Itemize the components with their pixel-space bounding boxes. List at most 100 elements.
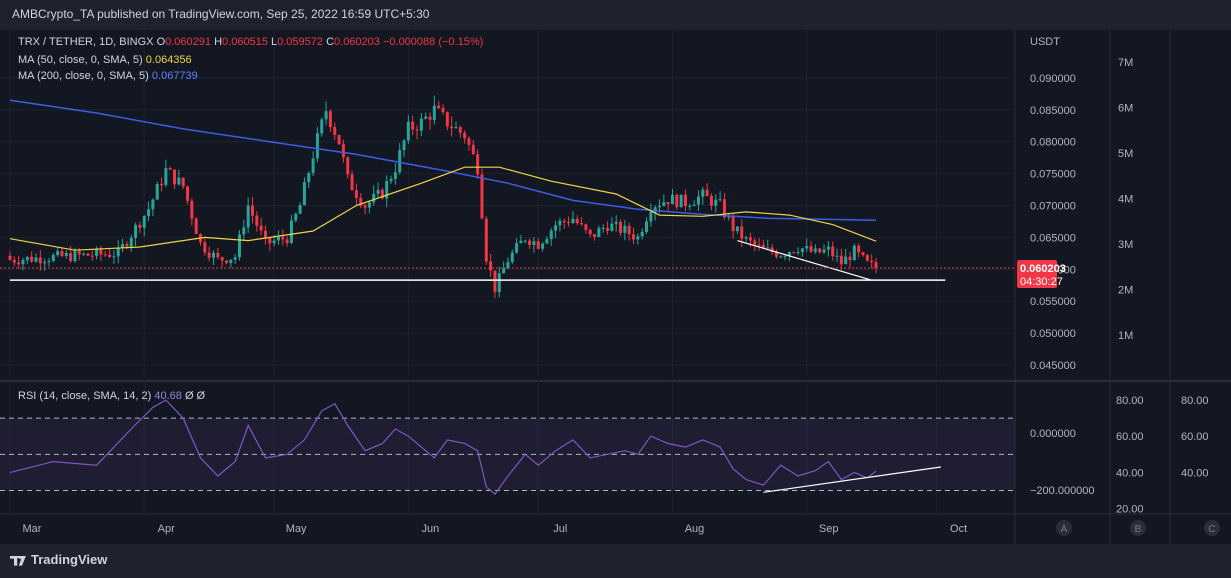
candle: [675, 193, 679, 210]
candle: [744, 235, 748, 242]
candle: [147, 201, 151, 221]
candle: [99, 245, 103, 262]
candle: [328, 109, 332, 133]
candle: [471, 139, 475, 156]
candle-body: [216, 252, 220, 258]
candle: [826, 240, 830, 257]
candle: [341, 139, 345, 163]
candle: [411, 115, 415, 136]
candle: [597, 225, 601, 238]
candle-body: [337, 134, 341, 145]
candle: [363, 203, 367, 215]
candle: [64, 250, 68, 259]
candle: [359, 192, 363, 209]
candle-body: [692, 204, 696, 206]
price-tick-label: 0.080000: [1030, 137, 1076, 149]
price-tick-label: 0.075000: [1030, 169, 1076, 181]
ma200-label: MA (200, close, 0, SMA, 5): [18, 70, 149, 82]
tradingview-brand: TradingView: [31, 552, 108, 567]
candle-body: [302, 182, 306, 206]
candle: [289, 214, 293, 245]
candle: [610, 217, 614, 232]
candle: [441, 104, 445, 115]
candle-body: [389, 178, 393, 182]
candle-body: [779, 256, 783, 258]
scale-button-c[interactable]: C: [1204, 520, 1220, 536]
ohlc-c-label: C: [326, 36, 335, 48]
candle-body: [783, 255, 787, 257]
candle-body: [627, 225, 631, 235]
candle: [571, 211, 575, 224]
ma50-legend: MA (50, close, 0, SMA, 5) 0.064356: [18, 54, 192, 66]
candle: [761, 239, 765, 249]
candle: [38, 250, 42, 271]
candle-body: [519, 240, 523, 244]
candle: [458, 125, 462, 138]
publisher-line: AMBCrypto_TA published on TradingView.co…: [12, 7, 430, 21]
candle: [389, 175, 393, 185]
candle-body: [138, 224, 142, 228]
candle-body: [679, 194, 683, 208]
candle-body: [601, 227, 605, 229]
candle-body: [380, 189, 384, 199]
candle-body: [346, 157, 350, 175]
candle: [337, 134, 341, 145]
scale-button-a[interactable]: A: [1056, 520, 1072, 536]
candle: [160, 177, 164, 192]
candle: [103, 250, 107, 257]
candle: [116, 240, 120, 264]
candle-body: [203, 242, 207, 253]
candle-body: [246, 205, 250, 228]
candle-body: [792, 252, 796, 254]
candle-body: [800, 248, 804, 252]
candle-body: [359, 197, 363, 206]
candle: [696, 190, 700, 211]
candle: [484, 215, 488, 265]
candle: [255, 211, 259, 232]
candle: [805, 238, 809, 252]
candle: [259, 217, 263, 236]
rsi-misc-tick: 0.000000: [1030, 428, 1076, 440]
volume-tick-label: 3M: [1118, 239, 1133, 251]
candle: [541, 242, 545, 252]
candle-body: [341, 144, 345, 158]
rsi-right-tick-label: 60.00: [1181, 431, 1209, 443]
candle: [250, 196, 254, 224]
candle-body: [350, 174, 354, 191]
candle-body: [255, 215, 259, 226]
candle-body: [567, 221, 571, 224]
candle: [246, 197, 250, 234]
candle-body: [805, 246, 809, 249]
candle-body: [363, 205, 367, 208]
scale-button-b[interactable]: B: [1130, 520, 1146, 536]
candle: [424, 112, 428, 120]
candle: [450, 116, 454, 137]
candle: [30, 251, 34, 263]
volume-tick-label: 4M: [1118, 194, 1133, 206]
x-tick-label: Jul: [553, 523, 567, 535]
tradingview-logo[interactable]: TradingView: [10, 552, 107, 567]
candle-body: [328, 111, 332, 128]
candle-body: [276, 236, 280, 241]
candle: [558, 217, 562, 232]
candle: [528, 238, 532, 250]
ohlc-high: 0.060515: [222, 36, 268, 48]
candle-body: [640, 231, 644, 237]
candle-body: [428, 116, 432, 120]
candle: [454, 121, 458, 129]
price-tick-label: 0.085000: [1030, 105, 1076, 117]
candle: [437, 100, 441, 110]
candle: [207, 246, 211, 262]
candle-body: [73, 251, 77, 262]
candle-body: [658, 205, 661, 208]
candle: [735, 226, 739, 234]
volume-tick-label: 1M: [1118, 330, 1133, 342]
candle: [757, 237, 761, 251]
candle: [376, 182, 380, 198]
candle: [727, 213, 731, 221]
candle: [870, 254, 874, 269]
candle: [315, 127, 319, 163]
rsi-misc-tick: −200.000000: [1030, 485, 1095, 497]
candle-body: [281, 236, 285, 240]
